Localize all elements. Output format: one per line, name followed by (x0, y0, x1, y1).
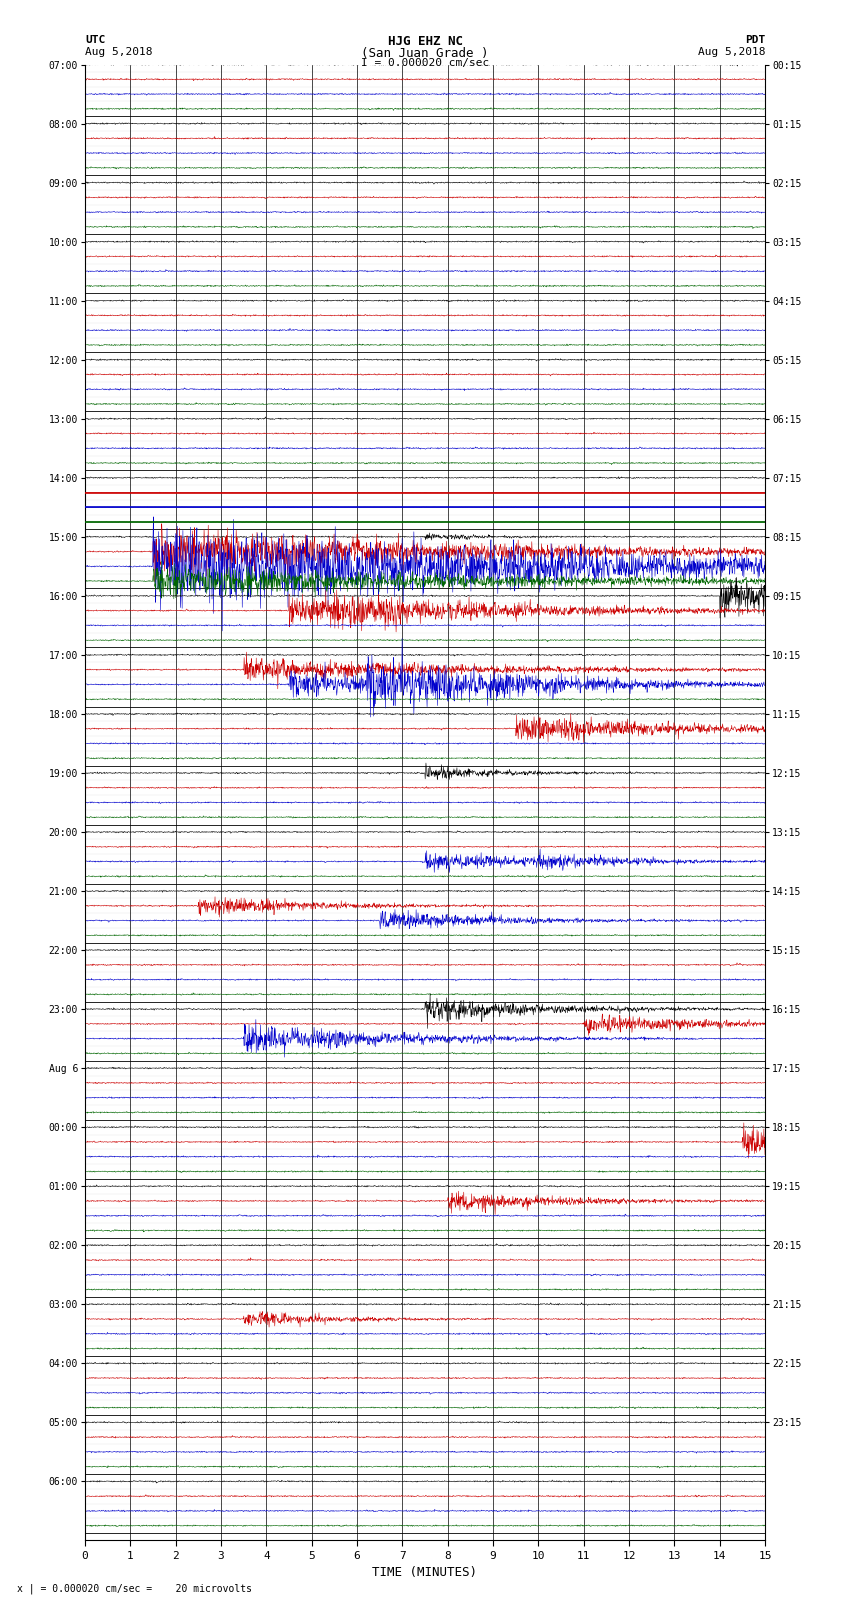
Text: (San Juan Grade ): (San Juan Grade ) (361, 47, 489, 60)
Text: Aug 5,2018: Aug 5,2018 (85, 47, 152, 56)
X-axis label: TIME (MINUTES): TIME (MINUTES) (372, 1566, 478, 1579)
Text: HJG EHZ NC: HJG EHZ NC (388, 35, 462, 48)
Text: I = 0.000020 cm/sec: I = 0.000020 cm/sec (361, 58, 489, 68)
Text: Aug 5,2018: Aug 5,2018 (698, 47, 765, 56)
Text: UTC: UTC (85, 35, 105, 45)
Text: PDT: PDT (745, 35, 765, 45)
Text: x | = 0.000020 cm/sec =    20 microvolts: x | = 0.000020 cm/sec = 20 microvolts (17, 1582, 252, 1594)
